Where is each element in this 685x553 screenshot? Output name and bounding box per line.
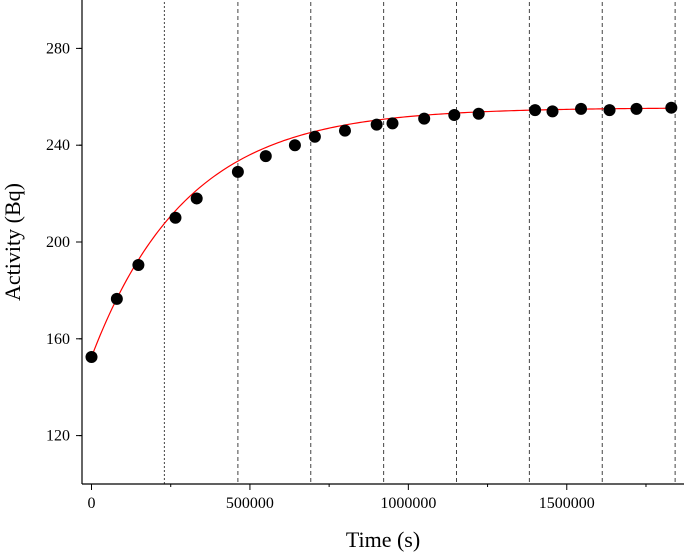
x-tick-label: 1500000 [539,495,595,512]
data-point [259,150,272,163]
data-point [575,102,588,115]
axes-layer [81,0,684,485]
data-point [288,139,301,152]
vertical-reference-lines [163,2,676,484]
x-tick-label: 0 [88,495,96,512]
data-point [418,112,431,125]
data-point [132,258,145,271]
y-tick-label: 200 [46,234,70,251]
data-point [231,165,244,178]
data-point [603,104,616,117]
data-point [370,118,383,131]
data-point [529,104,542,117]
y-tick-label: 280 [46,40,70,57]
data-points-layer [85,101,678,363]
data-point [630,102,643,115]
fit-curve [90,107,675,358]
y-tick-label: 160 [46,331,70,348]
x-tick-label: 1000000 [380,495,436,512]
data-point [338,124,351,137]
data-point [169,211,182,224]
data-point [448,108,461,121]
data-point [85,350,98,363]
ticks-layer: 120 160 200 240 280 0 500000 1000000 1500000 [46,40,647,512]
y-tick-label: 120 [46,428,70,445]
x-tick-label: 500000 [226,495,274,512]
data-point [308,130,321,143]
y-axis-title: Activity (Bq) [0,183,25,301]
data-point [386,117,399,130]
data-point [472,107,485,120]
data-point [665,101,678,114]
data-point [190,192,203,205]
x-axis-title: Time (s) [346,527,420,552]
y-tick-label: 240 [46,137,70,154]
data-point [110,292,123,305]
data-point [546,105,559,118]
fit-curve-layer [90,107,675,358]
